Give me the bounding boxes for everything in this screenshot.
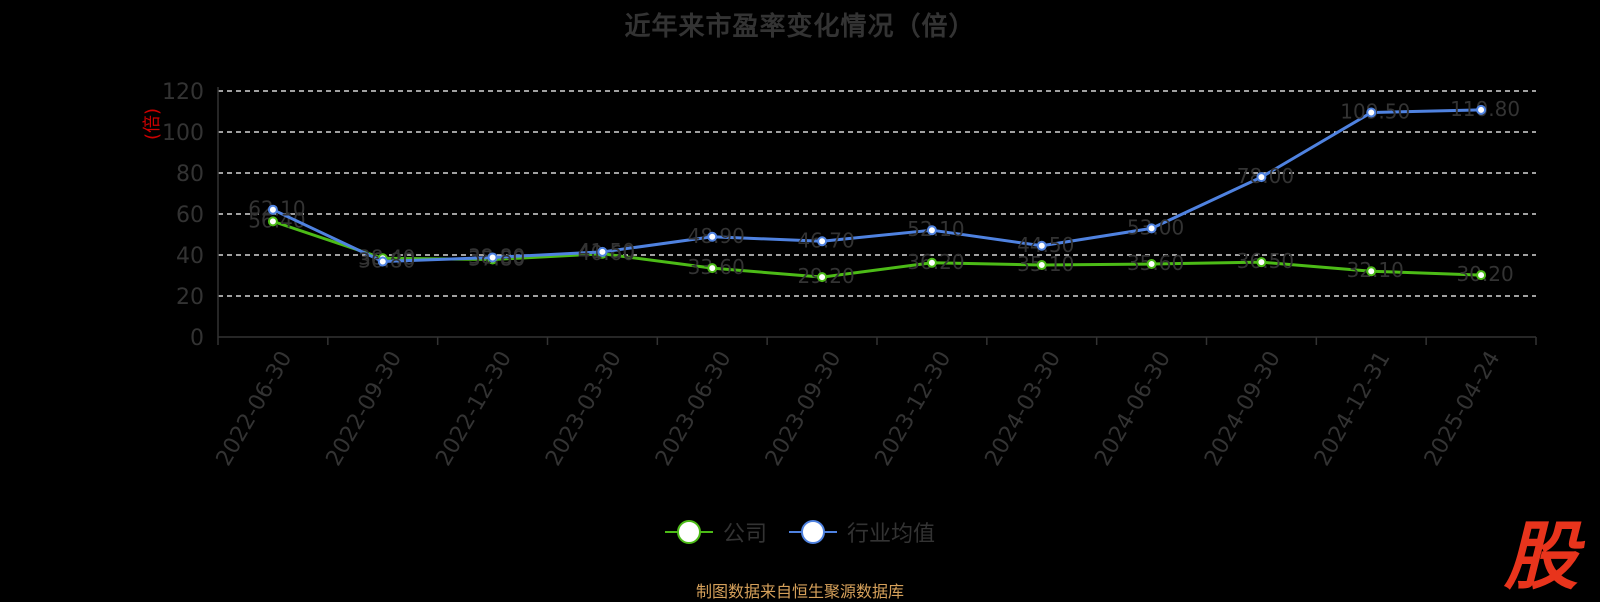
data-point [1476, 104, 1487, 115]
source-note: 制图数据来自恒生聚源数据库 [695, 582, 904, 601]
y-tick-label: 80 [176, 162, 204, 187]
x-tick-label: 2022-09-30 [322, 347, 408, 470]
x-tick-label: 2022-06-30 [212, 347, 298, 470]
x-tick-label: 2024-12-31 [1310, 347, 1396, 470]
legend-item-industry[interactable]: 行业均值 [789, 516, 935, 548]
data-point [817, 236, 828, 247]
data-point [1146, 223, 1157, 234]
data-point [1366, 107, 1377, 118]
data-point [1476, 270, 1487, 281]
x-tick-label: 2023-06-30 [651, 347, 737, 470]
data-point [1256, 172, 1267, 183]
data-point [1366, 266, 1377, 277]
x-tick-label: 2023-12-30 [871, 347, 957, 470]
x-tick-label: 2022-12-30 [431, 347, 517, 470]
data-point [817, 272, 828, 283]
chart-title: 近年来市盈率变化情况（倍） [624, 12, 976, 42]
x-tick-label: 2023-09-30 [761, 347, 847, 470]
brand-logo: 股 [1504, 514, 1578, 600]
x-tick-label: 2025-04-24 [1420, 347, 1506, 470]
y-axis-label: (倍) [142, 108, 163, 140]
x-tick-label: 2023-03-30 [541, 347, 627, 470]
legend-company-marker-icon [664, 518, 713, 546]
series-line-company [272, 219, 1482, 279]
x-tick-label: 2024-06-30 [1090, 347, 1176, 470]
legend: 公司 行业均值 [0, 516, 1600, 548]
data-point [377, 256, 388, 267]
legend-industry-marker-icon [789, 518, 837, 546]
series-layer: 56.4038.4037.8040.6033.6029.2036.2035.10… [248, 97, 1520, 288]
data-point [1146, 259, 1157, 270]
y-tick-label: 0 [190, 326, 204, 351]
y-tick-label: 100 [162, 121, 204, 146]
grid-layer [218, 90, 1536, 297]
data-point [1256, 257, 1267, 268]
data-point [926, 257, 937, 268]
data-point [597, 246, 608, 257]
data-point [487, 252, 498, 263]
data-point [267, 216, 278, 227]
data-point [1036, 240, 1047, 251]
x-tick-label: 2024-09-30 [1200, 347, 1286, 470]
data-point [267, 204, 278, 215]
data-point [926, 225, 937, 236]
x-tick-label: 2024-03-30 [981, 347, 1067, 470]
data-point [707, 231, 718, 242]
legend-industry-label: 行业均值 [847, 522, 936, 547]
series-line-industry [272, 108, 1482, 264]
data-point [707, 263, 718, 274]
legend-item-company[interactable]: 公司 [664, 516, 767, 548]
data-point [1036, 260, 1047, 271]
y-tick-label: 40 [176, 244, 204, 269]
y-tick-label: 60 [176, 203, 204, 228]
y-tick-label: 20 [176, 285, 204, 310]
legend-company-label: 公司 [722, 522, 767, 547]
y-tick-label: 120 [162, 80, 204, 105]
